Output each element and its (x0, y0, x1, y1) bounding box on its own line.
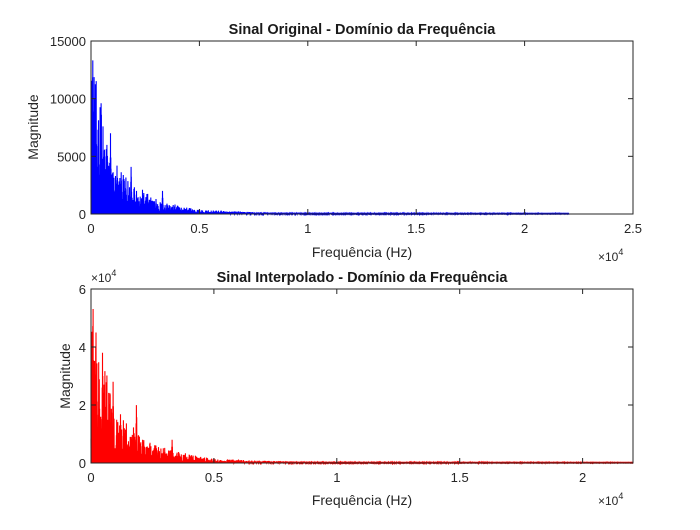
y-exponent-label: ×104 (91, 268, 116, 285)
x-tick-label: 2 (579, 470, 586, 485)
x-axis-label: Frequência (Hz) (312, 244, 412, 260)
x-exponent-label: ×104 (598, 491, 623, 508)
y-tick-label: 15000 (50, 34, 86, 49)
y-tick-label: 0 (79, 456, 86, 471)
y-tick-label: 2 (79, 398, 86, 413)
x-axis-label: Frequência (Hz) (312, 492, 412, 508)
x-tick-label: 2.5 (624, 221, 642, 236)
subplot-original: Sinal Original - Domínio da Frequência 0… (25, 22, 642, 264)
chart-title: Sinal Original - Domínio da Frequência (229, 22, 497, 38)
x-tick-label: 0 (87, 470, 94, 485)
x-tick-label: 0.5 (190, 221, 208, 236)
y-axis-label: Magnitude (25, 94, 41, 160)
x-tick-label: 1 (304, 221, 311, 236)
x-exponent-label: ×104 (598, 247, 623, 264)
x-tick-label: 2 (521, 221, 528, 236)
y-axis-label: Magnitude (57, 343, 73, 409)
x-tick-label: 0 (87, 221, 94, 236)
y-tick-label: 0 (79, 207, 86, 222)
axes-box (90, 288, 634, 464)
axis-ticks: 0 0.5 1 1.5 2 0 2 4 6 (79, 282, 633, 485)
x-tick-label: 0.5 (205, 470, 223, 485)
y-tick-label: 4 (79, 340, 86, 355)
chart-title: Sinal Interpolado - Domínio da Frequênci… (217, 270, 509, 286)
subplot-interpolated: Sinal Interpolado - Domínio da Frequênci… (57, 268, 634, 508)
x-tick-label: 1.5 (451, 470, 469, 485)
x-tick-label: 1 (333, 470, 340, 485)
axes-box (90, 40, 634, 215)
x-tick-label: 1.5 (407, 221, 425, 236)
y-tick-label: 10000 (50, 92, 86, 107)
y-tick-label: 5000 (57, 149, 86, 164)
y-tick-label: 6 (79, 282, 86, 297)
